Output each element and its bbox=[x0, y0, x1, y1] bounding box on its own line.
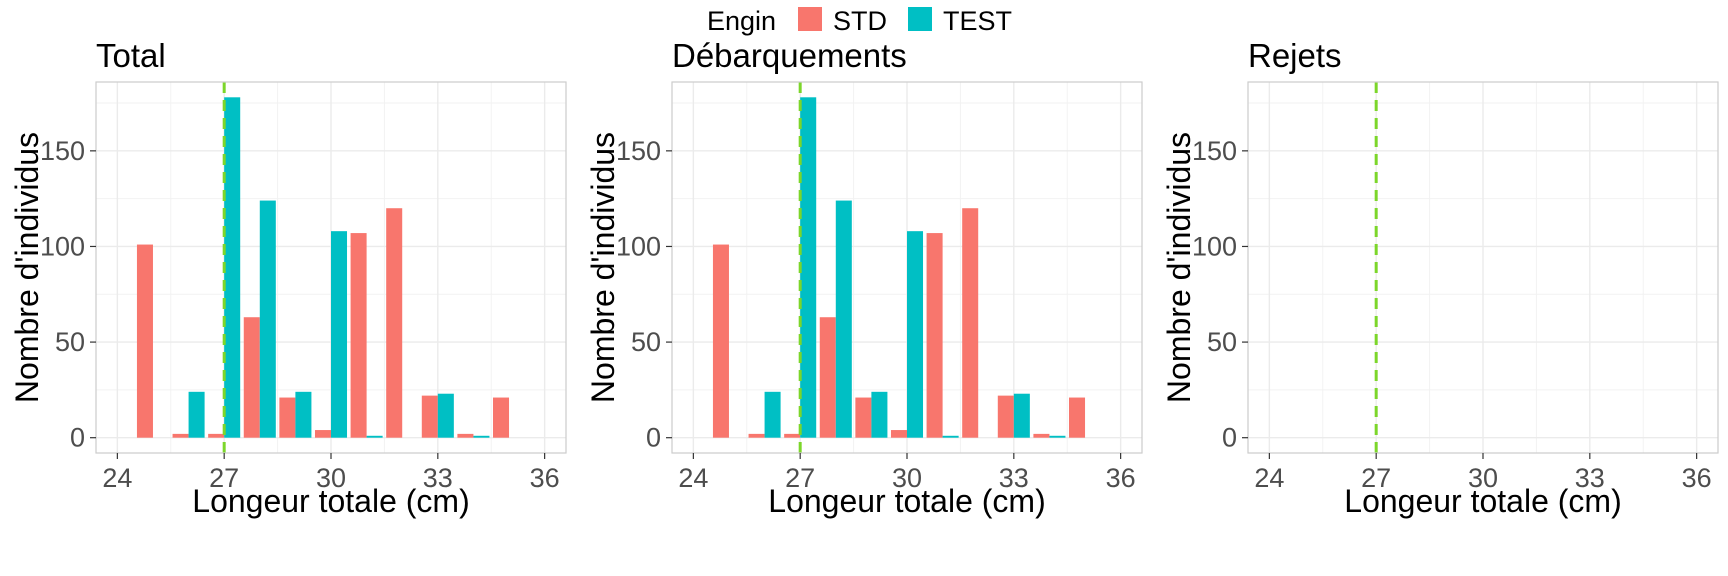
bar-std bbox=[962, 208, 979, 438]
x-axis-label: Longeur totale (cm) bbox=[192, 483, 469, 519]
bar-test bbox=[764, 391, 781, 438]
bar-std bbox=[712, 244, 729, 438]
bar-std bbox=[350, 233, 367, 438]
legend-label-test: TEST bbox=[943, 6, 1012, 36]
bar-test bbox=[473, 435, 490, 438]
bar-test bbox=[295, 391, 312, 438]
legend-label-std: STD bbox=[833, 6, 887, 36]
x-tick-label: 33 bbox=[999, 463, 1029, 493]
y-axis-label: Nombre d'individus bbox=[1161, 132, 1197, 403]
bar-std bbox=[997, 395, 1014, 438]
chart-svg: 24 27 30 33 36 0 50 100 150 Rejets Longeur totale … bbox=[1161, 37, 1719, 519]
x-axis-label: Longeur totale (cm) bbox=[768, 483, 1045, 519]
x-tick-label: 27 bbox=[785, 463, 815, 493]
x-tick-label: 36 bbox=[1682, 463, 1712, 493]
bar-std bbox=[386, 208, 403, 438]
y-tick-label: 0 bbox=[646, 423, 661, 453]
chart-title: Total bbox=[96, 37, 166, 74]
y-axis-label: Nombre d'individus bbox=[9, 132, 45, 403]
panel-rejets: 24 27 30 33 36 0 50 100 150 Rejets Longeur totale … bbox=[1152, 0, 1728, 576]
bar-test bbox=[942, 435, 959, 438]
chart-svg: 24 27 30 33 36 0 50 100 150 Débarquements Longeur … bbox=[585, 37, 1143, 519]
bar-std bbox=[926, 233, 943, 438]
bar-std bbox=[784, 433, 801, 438]
legend-key-test bbox=[908, 7, 932, 31]
bar-test bbox=[366, 435, 383, 438]
bar-std bbox=[172, 433, 189, 438]
y-tick-label: 50 bbox=[631, 327, 661, 357]
bar-std bbox=[819, 317, 836, 438]
x-tick-label: 33 bbox=[1575, 463, 1605, 493]
bar-test bbox=[259, 200, 276, 438]
chart-title: Rejets bbox=[1248, 37, 1342, 74]
x-tick-label: 27 bbox=[209, 463, 239, 493]
bar-std bbox=[208, 433, 225, 438]
x-tick-label: 30 bbox=[316, 463, 346, 493]
bar-std bbox=[136, 244, 153, 438]
y-tick-label: 150 bbox=[40, 136, 85, 166]
chart-svg: 24 27 30 33 36 0 50 100 150 Total Longeur totale (… bbox=[9, 37, 567, 519]
bar-test bbox=[437, 393, 454, 438]
bar-test bbox=[1013, 393, 1030, 438]
y-tick-label: 0 bbox=[70, 423, 85, 453]
y-tick-label: 50 bbox=[55, 327, 85, 357]
bar-std bbox=[493, 397, 510, 438]
bar-test bbox=[188, 391, 205, 438]
y-tick-label: 100 bbox=[40, 231, 85, 261]
bar-test bbox=[907, 231, 924, 438]
bar-std bbox=[855, 397, 872, 438]
bar-std bbox=[314, 430, 331, 438]
x-tick-label: 24 bbox=[102, 463, 132, 493]
bar-std bbox=[457, 433, 474, 438]
x-tick-label: 30 bbox=[1468, 463, 1498, 493]
y-tick-label: 50 bbox=[1207, 327, 1237, 357]
legend: Engin STD TEST bbox=[0, 0, 1728, 44]
x-tick-label: 30 bbox=[892, 463, 922, 493]
y-tick-label: 100 bbox=[1192, 231, 1237, 261]
panel-total: 24 27 30 33 36 0 50 100 150 Total Longeur totale (… bbox=[0, 0, 576, 576]
legend-title: Engin bbox=[707, 6, 776, 36]
y-tick-label: 100 bbox=[616, 231, 661, 261]
bar-std bbox=[1033, 433, 1050, 438]
bar-std bbox=[421, 395, 438, 438]
x-tick-label: 27 bbox=[1361, 463, 1391, 493]
x-axis-label: Longeur totale (cm) bbox=[1344, 483, 1621, 519]
bar-test bbox=[224, 97, 241, 438]
bar-std bbox=[243, 317, 260, 438]
chart-title: Débarquements bbox=[672, 37, 907, 74]
bar-test bbox=[835, 200, 852, 438]
legend-key-std bbox=[798, 7, 822, 31]
bar-std bbox=[279, 397, 296, 438]
bar-test bbox=[1049, 435, 1066, 438]
x-tick-label: 24 bbox=[678, 463, 708, 493]
y-axis-label: Nombre d'individus bbox=[585, 132, 621, 403]
y-tick-label: 0 bbox=[1222, 423, 1237, 453]
x-tick-label: 24 bbox=[1254, 463, 1284, 493]
bar-test bbox=[800, 97, 817, 438]
x-tick-label: 36 bbox=[530, 463, 560, 493]
bar-test bbox=[871, 391, 888, 438]
bar-std bbox=[1069, 397, 1086, 438]
bar-std bbox=[890, 430, 907, 438]
bar-test bbox=[331, 231, 348, 438]
x-tick-label: 33 bbox=[423, 463, 453, 493]
y-tick-label: 150 bbox=[616, 136, 661, 166]
panel-debarquements: 24 27 30 33 36 0 50 100 150 Débarquements Longeur … bbox=[576, 0, 1152, 576]
bar-std bbox=[748, 433, 765, 438]
y-tick-label: 150 bbox=[1192, 136, 1237, 166]
x-tick-label: 36 bbox=[1106, 463, 1136, 493]
